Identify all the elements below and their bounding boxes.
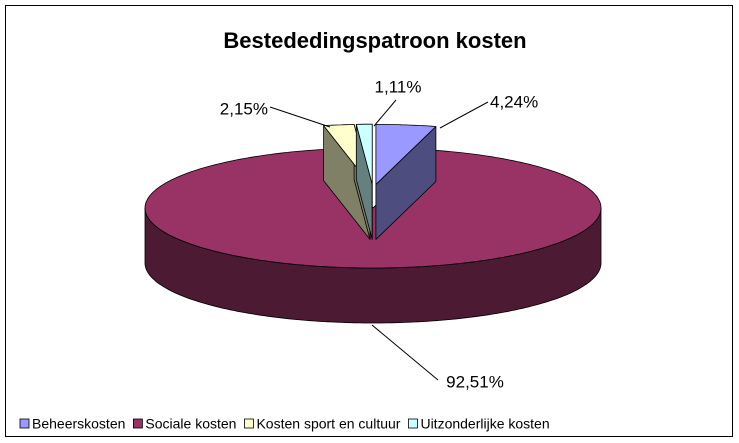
- slice: [375, 124, 437, 185]
- legend-swatch: [19, 418, 30, 429]
- data-label: 1,11%: [375, 77, 422, 96]
- data-label: 4,24%: [490, 92, 538, 111]
- legend-swatch: [133, 418, 143, 429]
- leader-line: [269, 106, 331, 128]
- chart-title: Bestededingspatroon kosten: [223, 28, 526, 53]
- data-label: 2,15%: [220, 99, 268, 118]
- legend-label: Kosten sport en cultuur: [256, 416, 400, 432]
- legend-swatch: [244, 418, 254, 429]
- data-label: 92,51%: [446, 372, 504, 391]
- leader-line: [373, 99, 397, 127]
- legend-swatch: [408, 418, 418, 429]
- slice: [144, 148, 602, 269]
- slice: [355, 123, 373, 185]
- legend-label: Uitzonderlijke kosten: [420, 416, 549, 432]
- legend: Beheerskosten Sociale kosten Kosten sport …: [19, 416, 550, 432]
- leader-line: [439, 101, 489, 129]
- pie: 4,24% 92,51% 2,15% 1,11%: [144, 77, 602, 391]
- leader-line: [371, 324, 439, 381]
- legend-label: Beheerskosten: [32, 416, 125, 432]
- legend-label: Sociale kosten: [145, 416, 236, 432]
